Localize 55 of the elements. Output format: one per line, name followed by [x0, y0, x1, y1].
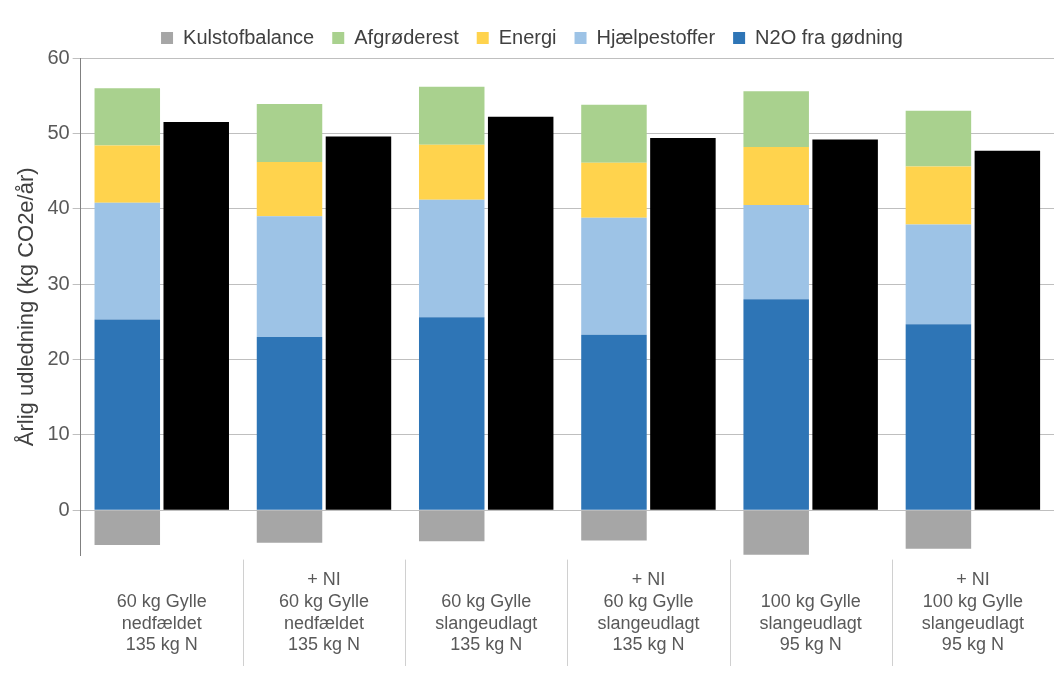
x-tick-label: + NI 100 kg Gylle slangeudlagt 95 kg N	[921, 569, 1024, 655]
x-tick-label: 60 kg Gylle slangeudlagt 135 kg N	[435, 590, 538, 655]
bar	[94, 88, 161, 146]
legend-label: Hjælpestoffer	[596, 25, 716, 48]
bar	[812, 139, 878, 510]
y-tick-label: 10	[47, 422, 70, 445]
bar	[418, 144, 485, 200]
x-tick-label: + NI 60 kg Gylle nedfældet 135 kg N	[278, 569, 370, 655]
legend-label: Afgrøderest	[354, 25, 460, 48]
bar	[743, 146, 809, 206]
y-tick-label: 40	[47, 196, 70, 219]
bar	[581, 334, 647, 510]
bar	[581, 162, 647, 218]
bar	[418, 86, 485, 145]
bar	[905, 510, 972, 549]
x-tick-label: 60 kg Gylle nedfældet 135 kg N	[116, 590, 207, 655]
bar	[743, 299, 809, 510]
bar	[581, 510, 647, 541]
bar	[256, 216, 323, 337]
bar	[581, 104, 647, 163]
x-tick-label: 100 kg Gylle slangeudlagt 95 kg N	[759, 590, 862, 655]
bar	[256, 162, 323, 217]
bar	[743, 91, 809, 147]
y-tick-label: 30	[47, 271, 70, 294]
bar	[581, 217, 647, 335]
legend-label: N2O fra gødning	[755, 25, 903, 48]
bar	[94, 202, 161, 320]
legend-label: Kulstofbalance	[183, 25, 315, 48]
y-tick-label: 20	[47, 347, 70, 370]
bar	[256, 336, 323, 510]
y-tick-label: 0	[58, 497, 70, 520]
bar	[256, 103, 323, 163]
bar	[487, 116, 554, 510]
x-tick-label: + NI 60 kg Gylle slangeudlagt 135 kg N	[597, 569, 700, 655]
y-axis-title: Årlig udledning (kg CO2e/år)	[13, 167, 39, 447]
y-tick-label: 50	[47, 120, 70, 143]
bar	[163, 122, 229, 510]
bar	[325, 136, 392, 510]
bar	[94, 145, 161, 203]
bar	[743, 205, 809, 300]
bar	[974, 150, 1041, 510]
bar	[743, 510, 809, 555]
bar	[418, 317, 485, 510]
bar	[650, 137, 716, 510]
bar	[94, 319, 161, 510]
bar	[905, 224, 972, 325]
bar	[94, 510, 161, 546]
bar	[905, 166, 972, 225]
bar	[418, 199, 485, 318]
y-tick-label: 60	[47, 45, 70, 68]
bar	[905, 110, 972, 167]
bar	[418, 510, 485, 542]
bar	[905, 324, 972, 510]
legend-label: Energi	[498, 25, 557, 48]
bar	[256, 510, 323, 543]
